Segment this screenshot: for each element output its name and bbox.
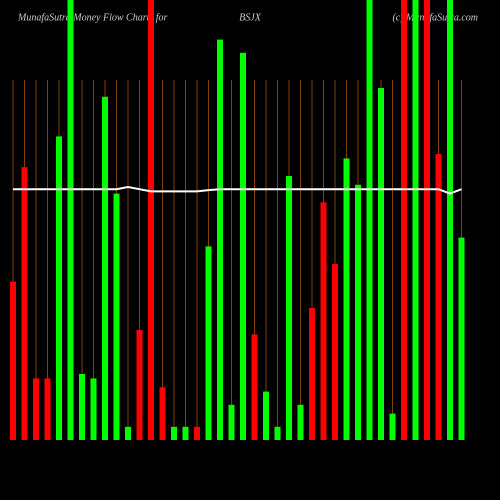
bar: [343, 158, 350, 440]
bar: [217, 39, 223, 440]
bar: [320, 202, 327, 440]
bar: [10, 281, 16, 440]
bar: [102, 96, 108, 441]
bar: [171, 426, 177, 440]
chart-symbol: BSJX: [239, 12, 262, 23]
bar: [194, 426, 200, 440]
bar: [378, 88, 384, 440]
bar: [205, 246, 212, 440]
bar: [458, 237, 465, 440]
bar: [401, 0, 407, 440]
bar: [251, 334, 258, 440]
bar: [366, 0, 373, 440]
bar: [240, 52, 246, 441]
bar: [79, 374, 85, 440]
bar: [182, 426, 189, 440]
bar: [56, 136, 62, 440]
bar: [274, 426, 281, 440]
bar: [228, 404, 235, 440]
bar: [309, 308, 315, 440]
bar: [136, 330, 143, 440]
bar: [447, 0, 453, 440]
bar: [125, 426, 131, 440]
bar: [297, 404, 304, 440]
chart-title: MunafaSutra Money Flow Charts for: [17, 12, 168, 23]
bar: [21, 167, 28, 440]
bar: [113, 193, 120, 440]
bar: [389, 413, 396, 440]
bar: [332, 264, 338, 440]
bar: [67, 0, 74, 440]
bar: [44, 378, 51, 440]
bar: [424, 0, 430, 440]
bar: [286, 176, 292, 440]
bar: [90, 378, 97, 440]
bar: [412, 0, 419, 440]
bar: [33, 378, 39, 440]
bar: [148, 0, 154, 440]
money-flow-line: [13, 185, 462, 195]
chart-credit: (c) MunafaSutra.com: [392, 12, 478, 23]
bar: [435, 154, 442, 440]
bar: [355, 184, 361, 440]
bar: [159, 387, 166, 440]
bar: [263, 391, 269, 440]
